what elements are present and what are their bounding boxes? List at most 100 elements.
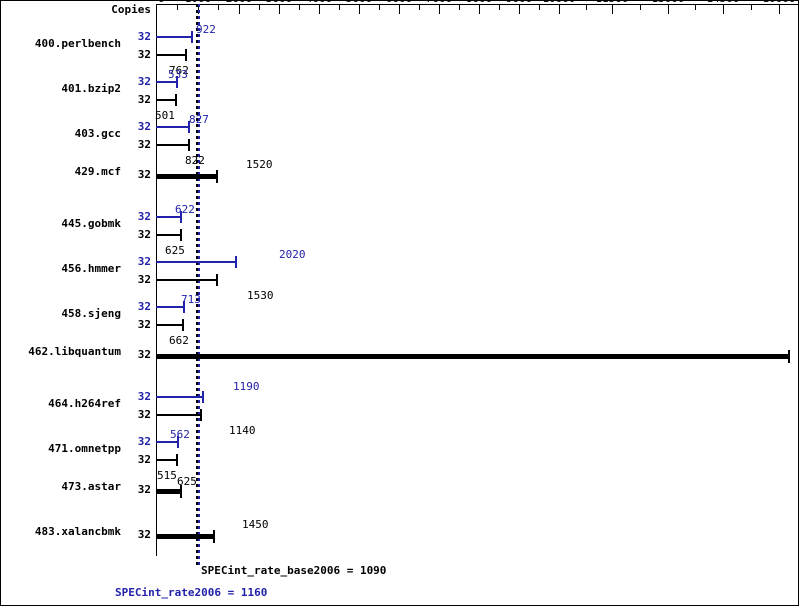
result-value-label: 1520 [246,158,273,171]
result-value-label: 822 [185,154,205,167]
bar-end-cap [180,211,182,223]
benchmark-name: 471.omnetpp [48,442,121,455]
x-tick-minor [539,5,540,10]
result-bar-peak [156,436,179,448]
x-tick-label: 8000 [466,1,493,5]
x-tick-minor [695,5,696,10]
x-tick-major [279,5,280,14]
copies-value: 32 [137,273,151,286]
result-bar-base [156,49,187,61]
bar-end-cap [213,530,215,543]
result-bar-base [156,454,178,466]
bar-end-cap [200,409,202,421]
x-tick-major [479,5,480,14]
x-tick-label: 3000 [266,1,293,5]
x-tick-major [668,5,669,14]
copies-value: 32 [137,210,151,223]
x-tick-label: 6000 [386,1,413,5]
copies-value: 32 [137,120,151,133]
benchmark-name: 401.bzip2 [61,82,121,95]
result-value-label: 2020 [279,248,306,261]
x-tick-major [239,5,240,14]
copies-value: 32 [137,453,151,466]
x-tick-minor [177,5,178,10]
result-value-label: 922 [196,23,216,36]
result-value-label: 622 [175,203,195,216]
copies-value: 32 [137,435,151,448]
x-tick-label: 13000 [651,1,684,5]
bar-end-cap [216,274,218,286]
bar-end-cap [788,350,790,363]
bar-end-cap [176,454,178,466]
x-tick-minor [339,5,340,10]
x-tick-major [612,5,613,14]
result-bar-peak [156,121,190,133]
bar-end-cap [188,139,190,151]
copies-value: 32 [137,255,151,268]
spec-peak-mean-label: SPECint_rate2006 = 1160 [115,586,268,599]
copies-value: 32 [137,483,151,496]
x-tick-major [319,5,320,14]
result-bar-base [156,350,790,363]
copies-value: 32 [137,93,151,106]
x-tick-minor [640,5,641,10]
x-tick-major [723,5,724,14]
copies-value: 32 [137,300,151,313]
result-bar-peak [156,31,193,43]
result-value-label: 625 [165,244,185,257]
peak-mean-line [198,4,200,566]
x-tick-label: 10000 [542,1,575,5]
bar-end-cap [202,391,204,403]
x-axis-line [156,4,798,5]
result-bar-base [156,485,182,498]
x-tick-minor [751,5,752,10]
result-bar-base [156,409,202,421]
result-value-label: 662 [169,334,189,347]
bar-end-cap [235,256,237,268]
benchmark-name: 400.perlbench [34,37,121,50]
bar-end-cap [180,485,182,498]
result-bar-base [156,274,218,286]
x-tick-minor [586,5,587,10]
bar-end-cap [191,31,193,43]
result-value-label: 562 [170,428,190,441]
x-tick-major [779,5,780,14]
result-value-label: 827 [189,113,209,126]
benchmark-name: 456.hmmer [61,262,121,275]
copies-value: 32 [137,318,151,331]
x-tick-minor [379,5,380,10]
x-tick-label: 2000 [226,1,253,5]
copies-value: 32 [137,390,151,403]
result-bar-peak [156,211,182,223]
x-tick-label: 11500 [595,1,628,5]
copies-value: 32 [137,348,151,361]
bar-end-cap [177,436,179,448]
x-tick-minor [419,5,420,10]
benchmark-name: 473.astar [61,480,121,493]
copies-value: 32 [137,228,151,241]
bar-end-cap [216,170,218,183]
bar-end-cap [185,49,187,61]
x-tick-major [519,5,520,14]
copies-value: 32 [137,408,151,421]
x-tick-major [559,5,560,14]
result-value-label: 762 [169,64,189,77]
result-value-label: 1140 [229,424,256,437]
result-bar-base [156,170,218,183]
x-tick-label: 4000 [306,1,333,5]
result-value-label: 1450 [242,518,269,531]
x-tick-major [156,5,157,14]
bar-end-cap [183,301,185,313]
x-tick-minor [499,5,500,10]
copies-value: 32 [137,168,151,181]
result-bar-base [156,94,177,106]
copies-value: 32 [137,48,151,61]
plot-area: 0 1000 2000 3000 4000 5000 6000 7000 8000 9000 100… [156,1,798,566]
copies-column-header: Copies [111,3,151,16]
result-value-label: 515 [157,469,177,482]
benchmark-name: 464.h264ref [48,397,121,410]
result-value-label: 625 [177,475,197,488]
copies-value: 32 [137,30,151,43]
result-bar-base [156,229,182,241]
result-bar-base [156,319,184,331]
